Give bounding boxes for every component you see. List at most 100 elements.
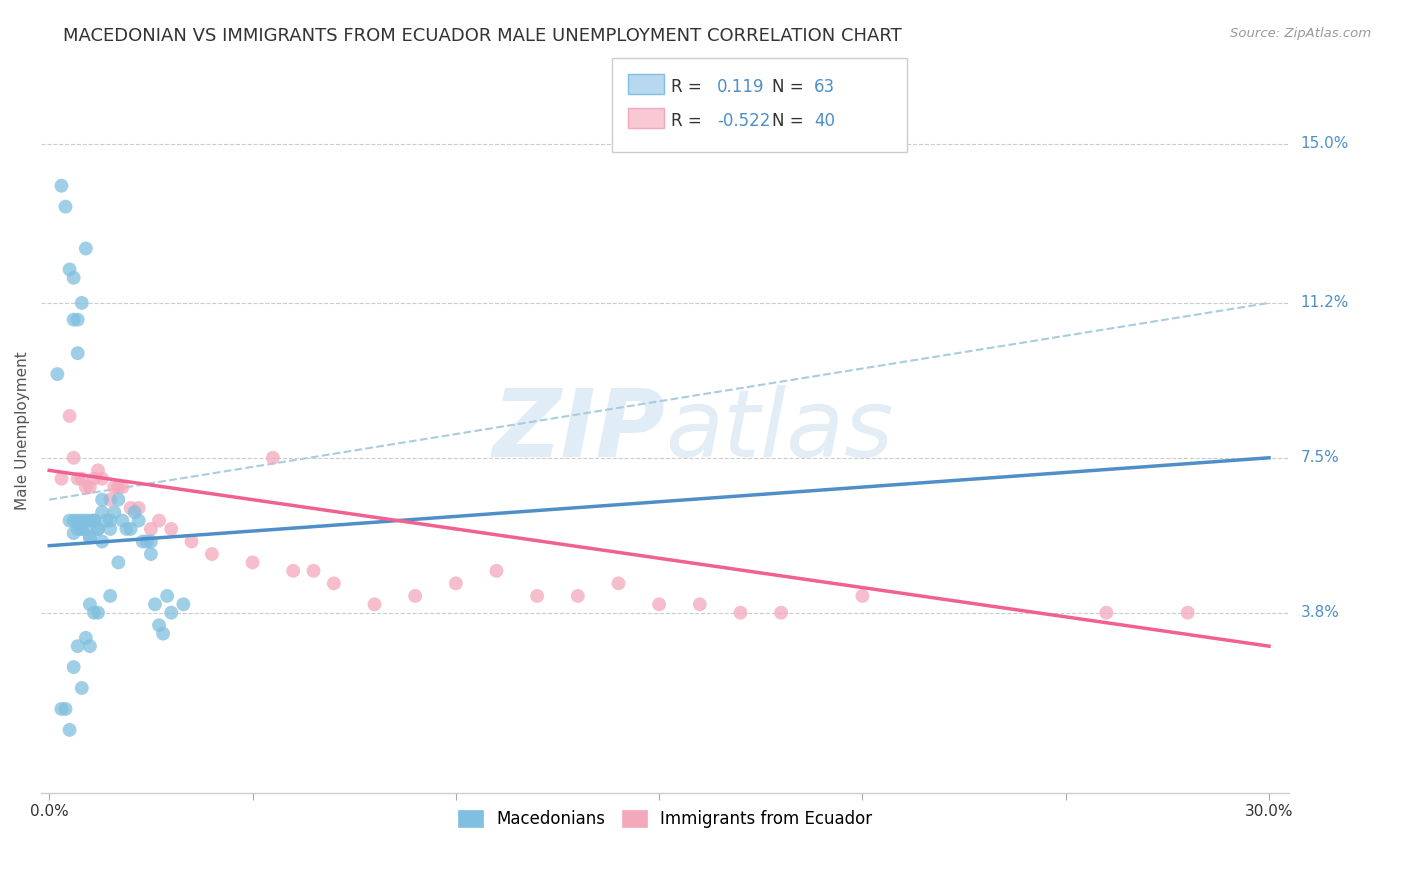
Point	[148, 618, 170, 632]
Text: 63: 63	[814, 78, 835, 95]
Point	[87, 522, 110, 536]
Point	[851, 589, 873, 603]
Point	[98, 522, 121, 536]
Text: 40: 40	[814, 112, 835, 129]
Point	[58, 514, 80, 528]
Point	[132, 534, 155, 549]
Point	[1177, 606, 1199, 620]
Point	[79, 530, 101, 544]
Point	[160, 522, 183, 536]
Point	[103, 480, 125, 494]
Point	[70, 522, 93, 536]
Point	[46, 367, 69, 381]
Point	[111, 514, 134, 528]
Point	[128, 514, 150, 528]
Point	[567, 589, 589, 603]
Point	[98, 492, 121, 507]
Point	[485, 564, 508, 578]
Point	[58, 723, 80, 737]
Point	[51, 702, 73, 716]
Text: Source: ZipAtlas.com: Source: ZipAtlas.com	[1230, 27, 1371, 40]
Point	[70, 522, 93, 536]
Point	[66, 639, 89, 653]
Point	[83, 472, 105, 486]
Point	[120, 522, 142, 536]
Point	[115, 522, 138, 536]
Point	[124, 505, 146, 519]
Point	[75, 631, 97, 645]
Point	[156, 589, 179, 603]
Point	[62, 312, 84, 326]
Text: ZIP: ZIP	[492, 384, 665, 476]
Point	[62, 526, 84, 541]
Text: R =: R =	[671, 78, 707, 95]
Point	[689, 597, 711, 611]
Point	[62, 270, 84, 285]
Point	[160, 606, 183, 620]
Text: -0.522: -0.522	[717, 112, 770, 129]
Text: 0.119: 0.119	[717, 78, 765, 95]
Text: 15.0%: 15.0%	[1301, 136, 1348, 152]
Point	[103, 505, 125, 519]
Point	[1095, 606, 1118, 620]
Point	[91, 534, 114, 549]
Text: N =: N =	[772, 78, 808, 95]
Point	[128, 501, 150, 516]
Point	[79, 530, 101, 544]
Point	[51, 472, 73, 486]
Point	[70, 472, 93, 486]
Point	[96, 514, 118, 528]
Point	[66, 312, 89, 326]
Point	[107, 556, 129, 570]
Point	[75, 480, 97, 494]
Point	[139, 534, 162, 549]
Point	[66, 472, 89, 486]
Point	[107, 492, 129, 507]
Y-axis label: Male Unemployment: Male Unemployment	[15, 351, 30, 510]
Point	[98, 514, 121, 528]
Point	[83, 514, 105, 528]
Point	[75, 522, 97, 536]
Point	[79, 597, 101, 611]
Text: atlas: atlas	[665, 385, 893, 476]
Point	[79, 514, 101, 528]
Point	[58, 262, 80, 277]
Point	[58, 409, 80, 423]
Point	[62, 660, 84, 674]
Point	[91, 492, 114, 507]
Point	[180, 534, 202, 549]
Point	[55, 702, 77, 716]
Point	[526, 589, 548, 603]
Legend: Macedonians, Immigrants from Ecuador: Macedonians, Immigrants from Ecuador	[451, 804, 879, 835]
Point	[135, 534, 157, 549]
Point	[70, 514, 93, 528]
Point	[87, 522, 110, 536]
Point	[98, 589, 121, 603]
Point	[55, 200, 77, 214]
Point	[87, 463, 110, 477]
Point	[87, 606, 110, 620]
Point	[62, 514, 84, 528]
Text: R =: R =	[671, 112, 707, 129]
Point	[70, 681, 93, 695]
Point	[75, 514, 97, 528]
Text: N =: N =	[772, 112, 808, 129]
Text: 11.2%: 11.2%	[1301, 295, 1348, 310]
Point	[444, 576, 467, 591]
Point	[302, 564, 325, 578]
Point	[120, 501, 142, 516]
Point	[770, 606, 793, 620]
Text: 3.8%: 3.8%	[1301, 605, 1340, 620]
Point	[107, 480, 129, 494]
Point	[648, 597, 671, 611]
Point	[91, 472, 114, 486]
Point	[139, 547, 162, 561]
Point	[91, 505, 114, 519]
Point	[148, 514, 170, 528]
Point	[322, 576, 344, 591]
Point	[70, 296, 93, 310]
Point	[51, 178, 73, 193]
Point	[262, 450, 284, 465]
Point	[283, 564, 305, 578]
Point	[66, 514, 89, 528]
